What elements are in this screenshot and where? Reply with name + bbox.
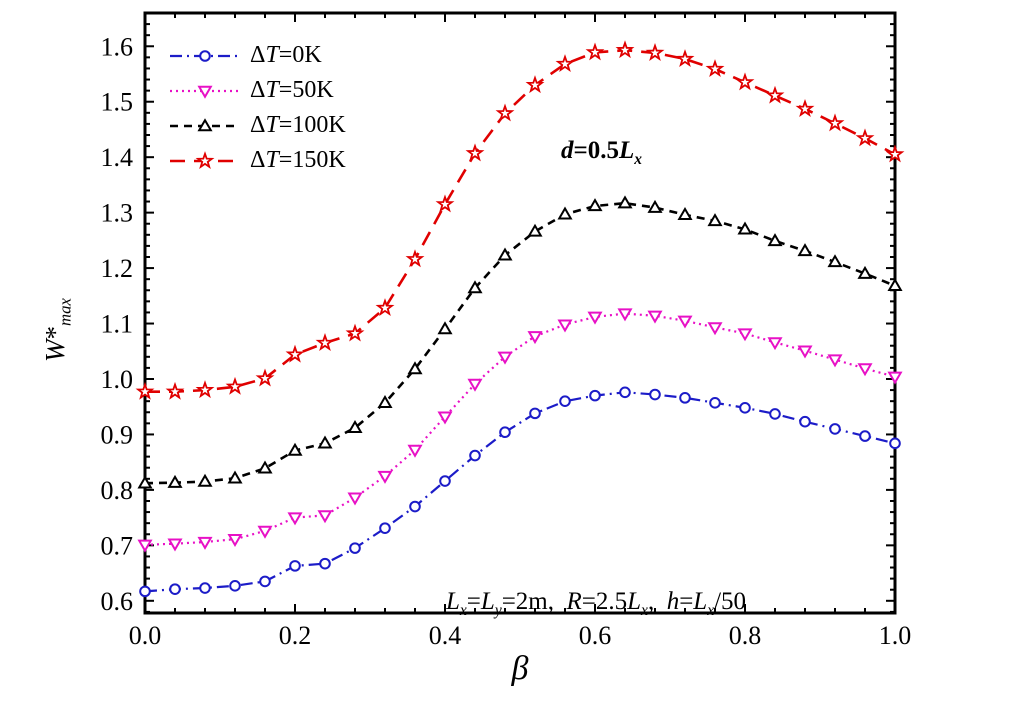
x-tick-label: 0.2 — [279, 621, 312, 650]
x-tick-label: 1.0 — [879, 621, 912, 650]
series-3 — [135, 40, 905, 400]
legend-swatch-2 — [170, 117, 240, 131]
legend-item-1: ΔT=50K — [167, 77, 346, 104]
x-tick-label: 0.8 — [729, 621, 762, 650]
y-tick-label: 1.3 — [101, 199, 134, 228]
series-markers-3 — [135, 40, 905, 400]
series-0 — [139, 386, 901, 598]
annotation-parameters: Lx=Ly=2m, R=2.5Lx, h=Lx/50 P-1: e0=0.5, … — [446, 497, 853, 705]
x-tick-label: 0.6 — [579, 621, 612, 650]
annotation-params-line1: Lx=Ly=2m, R=2.5Lx, h=Lx/50 — [446, 588, 747, 619]
legend: ΔT=0K ΔT=50K ΔT=100K ΔT=150K — [167, 42, 346, 174]
legend-item-2: ΔT=100K — [167, 112, 346, 139]
legend-swatch-0 — [170, 49, 240, 62]
y-tick-label: 0.8 — [101, 476, 134, 505]
legend-label-1: ΔT=50K — [250, 77, 334, 103]
x-tick-labels: 0.0 0.2 0.4 0.6 0.8 1.0 — [129, 621, 912, 650]
legend-label-2: ΔT=100K — [250, 112, 346, 138]
y-tick-label: 0.7 — [101, 531, 134, 560]
x-axis-label: β — [511, 650, 529, 687]
series-markers-1 — [137, 308, 903, 553]
y-tick-label: 0.6 — [101, 587, 134, 616]
series-markers-0 — [139, 386, 901, 598]
y-tick-label: 1.5 — [101, 88, 134, 117]
y-tick-label: 1.1 — [101, 310, 134, 339]
legend-swatch-1 — [170, 85, 240, 99]
legend-swatch-3 — [170, 150, 240, 169]
y-tick-labels: 0.6 0.7 0.8 0.9 1.0 1.1 1.2 1.3 1.4 1.5 1.6 — [101, 32, 134, 616]
series-markers-2 — [137, 195, 903, 489]
x-tick-label: 0.4 — [429, 621, 462, 650]
y-tick-label: 1.4 — [101, 143, 134, 172]
annotation-d-value: d=0.5Lx — [561, 137, 643, 168]
y-tick-label: 1.2 — [101, 254, 134, 283]
series-line-2 — [144, 201, 896, 485]
y-tick-label: 1.6 — [101, 32, 134, 61]
legend-label-3: ΔT=150K — [250, 147, 346, 173]
x-tick-label: 0.0 — [129, 621, 162, 650]
series-2 — [137, 195, 903, 489]
y-tick-label: 1.0 — [101, 365, 134, 394]
legend-label-0: ΔT=0K — [250, 42, 322, 68]
y-axis-label: W*max — [40, 298, 75, 362]
y-tick-label: 0.9 — [101, 420, 134, 449]
legend-item-0: ΔT=0K — [167, 42, 346, 69]
series-1 — [137, 308, 903, 553]
series-line-3 — [145, 48, 896, 393]
legend-item-3: ΔT=150K — [167, 147, 346, 174]
